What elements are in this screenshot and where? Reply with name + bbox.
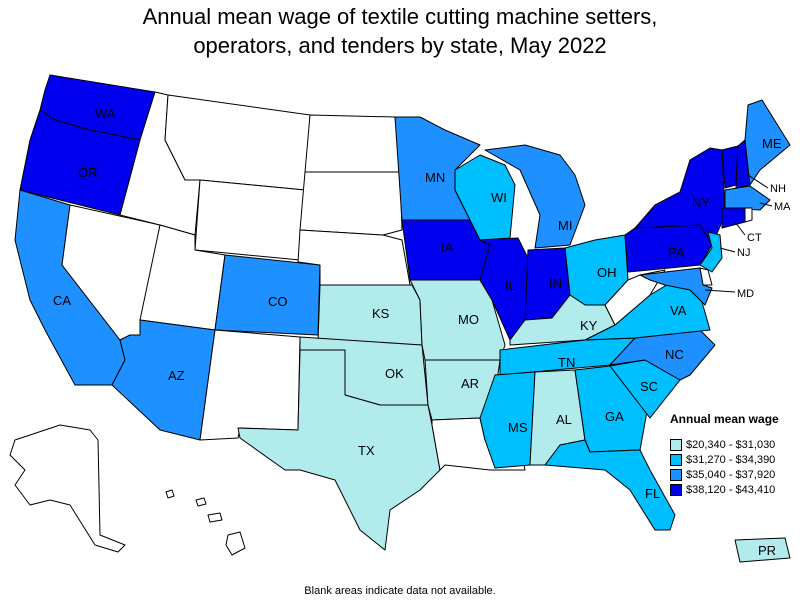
label-al: AL (556, 412, 572, 427)
state-wv[interactable] (604, 269, 666, 326)
label-ga: GA (605, 409, 624, 424)
label-nj: NJ (737, 247, 750, 259)
label-sc: SC (640, 379, 658, 394)
state-ak[interactable] (9, 424, 126, 553)
label-oh: OH (597, 265, 617, 280)
label-ok: OK (385, 366, 404, 381)
label-nc: NC (665, 347, 684, 362)
state-labels: WA OR CA AZ CO KS OK TX MN IA MO AR WI I… (53, 106, 782, 558)
state-wy[interactable] (194, 179, 306, 261)
label-wa: WA (95, 106, 116, 121)
label-ct: CT (747, 232, 762, 244)
label-ks: KS (372, 306, 390, 321)
label-ms: MS (508, 420, 528, 435)
legend-swatch (670, 468, 682, 481)
legend-item: $20,340 - $31,030 (670, 437, 779, 452)
label-md: MD (737, 288, 754, 300)
legend-label: $20,340 - $31,030 (686, 438, 776, 451)
state-nj[interactable] (699, 231, 723, 273)
state-ks[interactable] (317, 284, 423, 346)
legend-swatch (670, 438, 682, 451)
label-fl: FL (645, 486, 660, 501)
label-me: ME (762, 136, 782, 151)
state-ma[interactable] (724, 185, 771, 211)
state-va[interactable] (584, 279, 711, 341)
map-title: Annual mean wage of textile cutting mach… (0, 2, 800, 60)
state-vt[interactable] (721, 145, 739, 189)
state-md[interactable] (639, 267, 713, 306)
legend-label: $35,040 - $37,920 (686, 468, 776, 481)
state-nd[interactable] (304, 114, 401, 173)
label-ma: MA (774, 201, 791, 213)
state-ct[interactable] (721, 207, 746, 229)
label-pa: PA (668, 245, 685, 260)
state-nm[interactable] (199, 329, 301, 441)
legend-swatch (670, 483, 682, 496)
label-mi: MI (558, 218, 572, 233)
label-co: CO (268, 294, 288, 309)
label-tn: TN (558, 355, 575, 370)
label-mn: MN (425, 170, 445, 185)
label-va: VA (670, 303, 687, 318)
legend: Annual mean wage $20,340 - $31,030 $31,2… (670, 412, 779, 497)
state-mi[interactable] (484, 144, 586, 249)
label-tx: TX (358, 443, 375, 458)
state-ny[interactable] (634, 147, 726, 246)
label-pr: PR (758, 543, 776, 558)
footnote: Blank areas indicate data not available. (304, 585, 496, 597)
label-ky: KY (580, 318, 598, 333)
state-tx[interactable] (237, 349, 441, 551)
title-line-2: operators, and tenders by state, May 202… (193, 33, 607, 58)
callouts: NH MA CT NJ MD (704, 174, 791, 300)
legend-item: $38,120 - $43,410 (670, 482, 779, 497)
label-il: IL (505, 278, 516, 293)
label-or: OR (78, 165, 98, 180)
state-me[interactable] (744, 99, 791, 186)
legend-label: $31,270 - $34,390 (686, 453, 776, 466)
state-hi[interactable] (165, 489, 246, 556)
title-line-1: Annual mean wage of textile cutting mach… (142, 4, 658, 29)
label-ar: AR (461, 376, 479, 391)
state-mt[interactable] (164, 94, 311, 191)
state-ri[interactable] (744, 207, 753, 223)
label-ny: NY (692, 195, 710, 210)
label-in: IN (549, 276, 562, 291)
state-sd[interactable] (299, 171, 403, 236)
legend-label: $38,120 - $43,410 (686, 483, 776, 496)
legend-title: Annual mean wage (670, 412, 779, 426)
label-nh: NH (770, 183, 786, 195)
label-mo: MO (458, 312, 479, 327)
legend-item: $31,270 - $34,390 (670, 452, 779, 467)
label-ca: CA (53, 293, 71, 308)
state-pr[interactable] (734, 537, 791, 563)
state-az[interactable] (111, 319, 216, 441)
label-ia: IA (441, 240, 454, 255)
legend-swatch (670, 453, 682, 466)
label-wi: WI (491, 190, 507, 205)
legend-item: $35,040 - $37,920 (670, 467, 779, 482)
state-fl[interactable] (544, 439, 676, 531)
label-az: AZ (168, 368, 185, 383)
